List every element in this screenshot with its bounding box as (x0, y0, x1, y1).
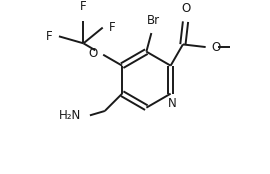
Text: F: F (80, 0, 87, 13)
Text: O: O (212, 41, 221, 54)
Text: F: F (109, 21, 116, 34)
Text: H₂N: H₂N (59, 109, 81, 122)
Text: Br: Br (147, 14, 160, 27)
Text: O: O (89, 47, 98, 60)
Text: O: O (181, 2, 190, 15)
Text: N: N (168, 97, 177, 110)
Text: F: F (46, 30, 53, 43)
